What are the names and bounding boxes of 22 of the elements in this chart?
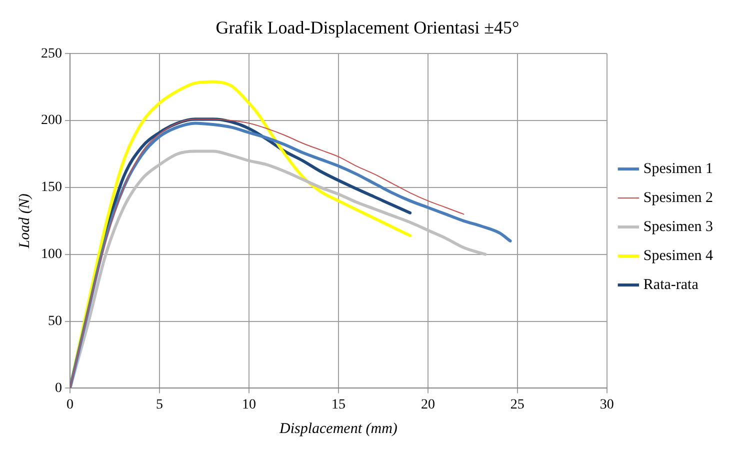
chart-title: Grafik Load-Displacement Orientasi ±45° bbox=[216, 18, 520, 38]
y-tick-label: 200 bbox=[41, 113, 62, 128]
line-series bbox=[70, 150, 487, 388]
legend-label: Spesimen 1 bbox=[643, 160, 714, 177]
y-tick-label: 0 bbox=[55, 380, 62, 396]
x-tick-label: 5 bbox=[156, 397, 163, 412]
y-axis-title: Load (N) bbox=[16, 194, 33, 250]
x-tick-label: 15 bbox=[331, 397, 346, 412]
x-tick-label: 10 bbox=[242, 397, 256, 412]
y-tick-label: 100 bbox=[41, 247, 62, 262]
legend-label: Rata-rata bbox=[643, 276, 699, 293]
legend-label: Spesimen 2 bbox=[643, 190, 714, 206]
x-tick-label: 25 bbox=[510, 397, 524, 412]
y-tick-label: 250 bbox=[41, 46, 62, 62]
y-tick-label: 150 bbox=[41, 180, 62, 196]
x-axis-title: Displacement (mm) bbox=[278, 420, 398, 437]
y-tick-label: 50 bbox=[48, 314, 62, 329]
legend-label: Spesimen 3 bbox=[643, 218, 714, 235]
x-tick-label: 30 bbox=[600, 397, 614, 412]
x-tick-label: 0 bbox=[66, 397, 74, 412]
legend-label: Spesimen 4 bbox=[643, 248, 714, 264]
x-tick-label: 20 bbox=[420, 397, 435, 412]
